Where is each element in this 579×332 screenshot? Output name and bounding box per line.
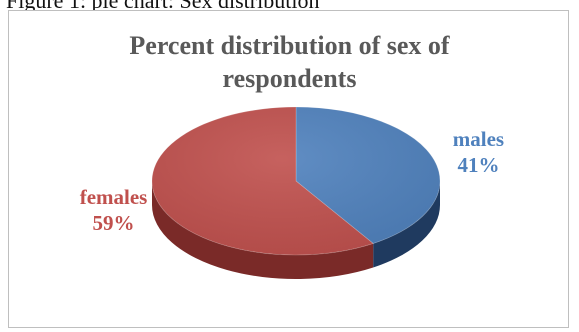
pie-side-males [373,181,440,268]
chart-title: Percent distribution of sex of responden… [9,29,570,95]
pie-side-females [152,181,374,279]
pie-tops [151,106,441,256]
chart-title-line-1: Percent distribution of sex of [129,31,450,60]
data-label-females: females 59% [80,185,148,235]
chart-title-line-2: respondents [222,64,357,93]
chart-area: Percent distribution of sex of responden… [8,10,569,328]
pie-labels: males 41% females 59% [80,127,504,235]
pie-sides [152,181,440,279]
pie-chart: males 41% females 59% [80,106,504,279]
data-label-males-percent: 41% [457,153,499,177]
data-label-females-percent: 59% [93,211,135,235]
data-label-males-category: males [453,127,504,151]
data-label-females-category: females [80,185,148,209]
data-label-males: males 41% [453,127,504,177]
pie-top-shading [152,107,440,255]
figure-caption: Figure 1: pie chart: Sex distribution [6,0,320,13]
